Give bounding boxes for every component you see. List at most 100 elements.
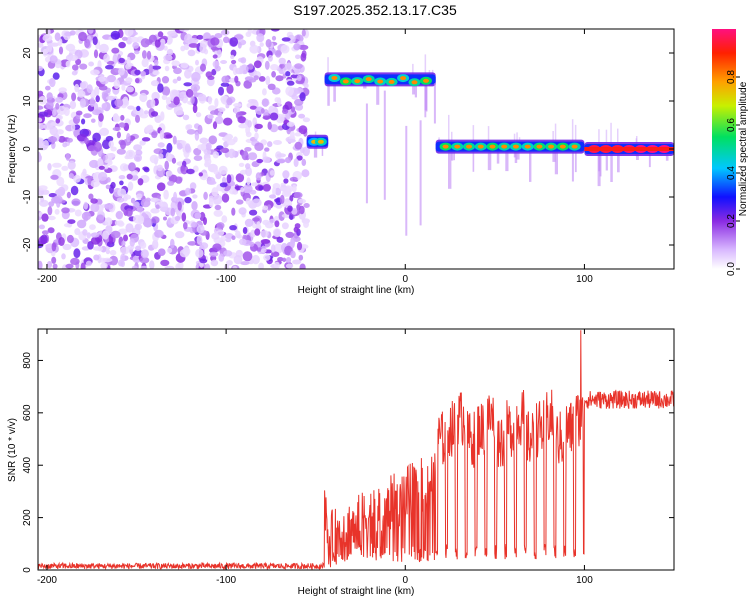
spectrogram-y-tick-label: 0 (22, 146, 33, 152)
noise-blob (294, 223, 301, 229)
noise-blob (269, 124, 279, 133)
noise-blob (254, 228, 261, 236)
noise-blob (223, 250, 233, 257)
noise-blob (83, 113, 92, 119)
noise-blob (242, 251, 253, 262)
noise-blob (134, 50, 140, 55)
noise-blob (219, 182, 228, 188)
noise-blob (249, 44, 259, 54)
band-core (477, 144, 484, 149)
noise-blob (265, 75, 271, 86)
noise-blob (46, 92, 53, 101)
noise-blob (287, 205, 293, 212)
noise-blob (298, 44, 309, 51)
noise-blob (192, 194, 198, 199)
noise-blob (98, 165, 105, 170)
noise-blob (140, 70, 147, 77)
colorbar-ticks: 0.0 0.2 0.4 0.6 0.8 (726, 70, 740, 276)
noise-blob (208, 114, 214, 120)
noise-blob (104, 203, 114, 210)
noise-blob (214, 65, 221, 72)
noise-blob (244, 218, 254, 227)
noise-blob (210, 110, 218, 115)
noise-blob (48, 201, 55, 207)
noise-blob (132, 42, 140, 49)
noise-blob (145, 197, 151, 202)
noise-blob (137, 215, 145, 225)
noise-blob (139, 113, 149, 119)
band-streak (617, 128, 619, 145)
noise-blob (225, 237, 232, 243)
noise-blob (38, 96, 47, 105)
noise-blob (46, 261, 53, 269)
noise-blob (287, 34, 296, 44)
noise-blob (52, 162, 62, 168)
noise-blob (290, 250, 296, 259)
noise-blob (139, 92, 148, 103)
noise-blob (281, 213, 291, 218)
noise-blob (125, 208, 133, 217)
noise-blob (170, 238, 175, 249)
noise-blob (104, 217, 113, 227)
noise-blob (180, 165, 186, 172)
noise-blob (120, 253, 125, 263)
noise-blob (146, 50, 152, 60)
band-streak (605, 129, 608, 145)
noise-blob (118, 228, 128, 235)
colorbar: 0.0 0.2 0.4 0.6 0.8 Normalized spectral ampl… (712, 29, 749, 276)
noise-blob (78, 31, 88, 42)
noise-blob (244, 147, 252, 152)
noise-blob (212, 54, 218, 59)
noise-blob (223, 117, 233, 126)
noise-blob (171, 60, 180, 67)
noise-blob (49, 55, 58, 64)
noise-blob (293, 87, 304, 94)
noise-blob (196, 34, 204, 40)
noise-blob (214, 33, 223, 39)
noise-blob (127, 105, 135, 110)
noise-blob (38, 185, 48, 191)
noise-blob (260, 248, 267, 253)
noise-blob (184, 196, 192, 204)
snr-y-axis-label: SNR (10 * v/v) (7, 418, 18, 482)
noise-blob (173, 96, 180, 106)
noise-blob (293, 191, 303, 199)
noise-blob (183, 82, 192, 87)
band-streak (636, 136, 638, 145)
noise-blob (171, 157, 177, 164)
noise-blob (42, 34, 53, 42)
noise-blob (180, 62, 189, 69)
noise-blob (252, 217, 260, 222)
noise-blob (198, 172, 203, 177)
noise-blob (210, 259, 219, 267)
noise-blob (141, 137, 151, 142)
band-core (365, 77, 372, 82)
noise-blob (155, 204, 160, 209)
noise-blob (238, 123, 248, 129)
noise-blob (262, 184, 271, 192)
noise-blob (76, 219, 87, 229)
noise-blob (220, 60, 228, 64)
noise-blob (38, 42, 44, 48)
noise-blob (106, 95, 116, 101)
noise-blob (112, 115, 121, 123)
snr-x-tick-label: 0 (402, 575, 408, 586)
noise-blob (249, 209, 258, 216)
noise-blob (265, 39, 272, 48)
noise-blob (151, 216, 160, 224)
noise-blob (256, 221, 261, 230)
noise-blob (42, 140, 49, 149)
noise-blob (157, 248, 166, 256)
noise-blob (55, 96, 64, 103)
noise-blob (249, 105, 257, 110)
noise-blob (71, 198, 81, 207)
noise-blob (262, 88, 267, 96)
snr-y-tick-label: 400 (22, 456, 33, 473)
page-title: S197.2025.352.13.17.C35 (293, 2, 457, 18)
band-core (454, 144, 461, 149)
noise-blob (97, 158, 104, 166)
noise-blob (233, 103, 242, 108)
noise-blob (157, 31, 164, 38)
noise-blob (223, 36, 230, 44)
noise-blob (134, 223, 142, 231)
